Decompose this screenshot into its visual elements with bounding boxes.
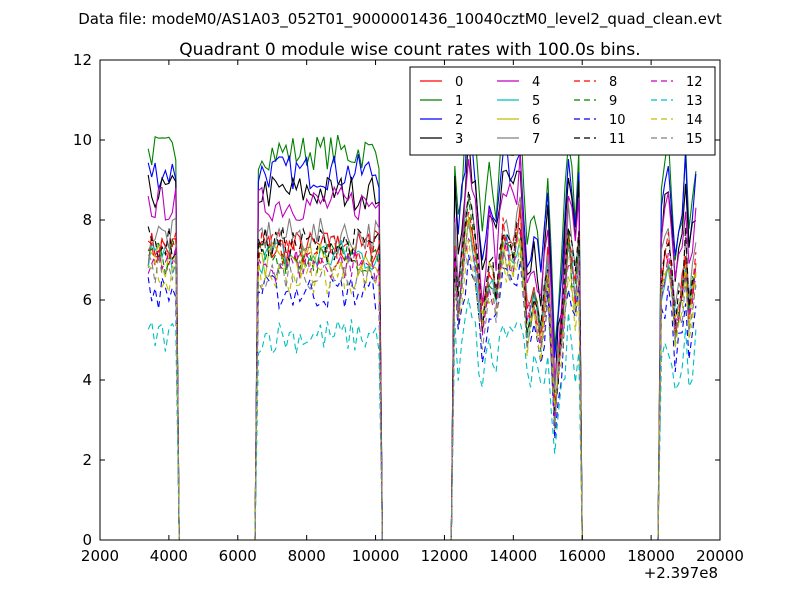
- chart-title: Quadrant 0 module wise count rates with …: [179, 40, 640, 60]
- x-tick-label: 8000: [288, 547, 326, 565]
- legend-label-12: 12: [686, 75, 703, 90]
- x-tick-label: 16000: [558, 547, 606, 565]
- x-offset-label: +2.397e8: [644, 564, 718, 582]
- x-tick-label: 12000: [421, 547, 469, 565]
- y-tick-label: 8: [82, 211, 92, 229]
- legend-frame: [409, 66, 716, 156]
- legend-label-13: 13: [686, 94, 703, 109]
- x-tick-label: 14000: [489, 547, 537, 565]
- legend-label-8: 8: [609, 75, 617, 90]
- x-tick-label: 6000: [219, 547, 257, 565]
- legend-label-9: 9: [609, 94, 617, 109]
- x-tick-label: 2000: [81, 547, 119, 565]
- legend-label-15: 15: [686, 132, 703, 147]
- legend-label-11: 11: [609, 132, 626, 147]
- legend-label-6: 6: [532, 113, 540, 128]
- y-tick-label: 0: [82, 531, 92, 549]
- legend-label-14: 14: [686, 113, 703, 128]
- x-tick-label: 4000: [150, 547, 188, 565]
- legend-label-2: 2: [455, 113, 463, 128]
- legend-label-1: 1: [455, 94, 463, 109]
- y-tick-label: 12: [73, 51, 92, 69]
- legend-label-5: 5: [532, 94, 540, 109]
- x-tick-label: 20000: [696, 547, 744, 565]
- x-tick-label: 18000: [627, 547, 675, 565]
- legend-label-4: 4: [532, 75, 540, 90]
- legend-label-3: 3: [455, 132, 463, 147]
- y-tick-label: 4: [82, 371, 92, 389]
- x-axis: 2000 4000 6000 8000 10000 12000 14000 16000 1800…: [81, 60, 744, 565]
- y-tick-label: 6: [82, 291, 92, 309]
- legend-label-10: 10: [609, 113, 626, 128]
- legend-label-0: 0: [455, 75, 463, 90]
- legend-label-7: 7: [532, 132, 540, 147]
- x-tick-label: 10000: [352, 547, 400, 565]
- y-tick-label: 2: [82, 451, 92, 469]
- y-tick-label: 10: [73, 131, 92, 149]
- figure-suptitle: Data file: modeM0/AS1A03_052T01_90000014…: [78, 10, 722, 29]
